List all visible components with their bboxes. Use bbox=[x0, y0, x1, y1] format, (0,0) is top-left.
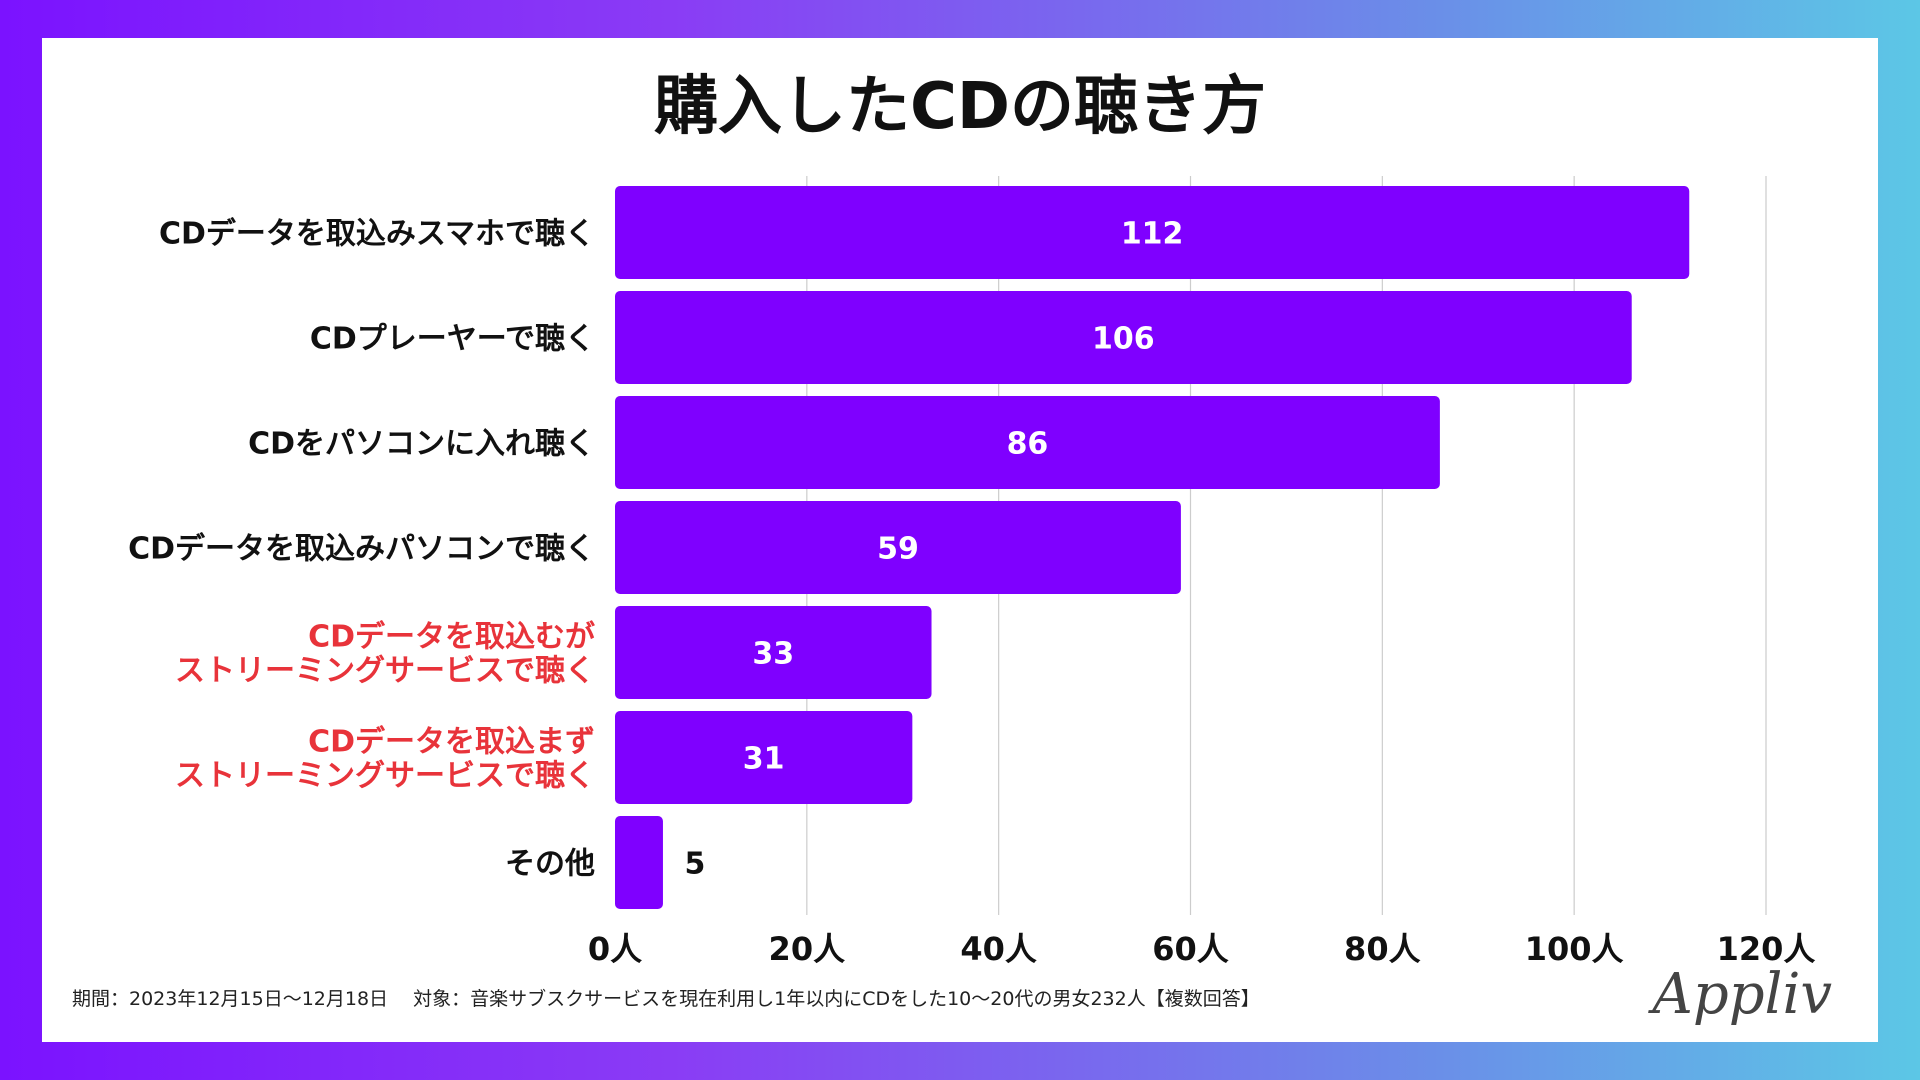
x-tick-label: 0人 bbox=[588, 930, 642, 968]
bar bbox=[615, 396, 1440, 489]
chart-title: 購入したCDの聴き方 bbox=[654, 70, 1266, 144]
x-tick-label: 60人 bbox=[1152, 930, 1229, 968]
bars: 112 106 86 59 33 31 5 bbox=[615, 186, 1690, 909]
chart-card: 購入したCDの聴き方 112 106 86 59 33 31 5 CDデータを取込みスマホで… bbox=[42, 38, 1878, 1042]
category-label: CDデータを取込むがストリーミングサービスで聴く bbox=[175, 620, 595, 689]
x-tick-label: 40人 bbox=[960, 930, 1037, 968]
x-tick-label: 120人 bbox=[1717, 930, 1816, 968]
footnote: 期間：2023年12月15日〜12月18日 対象：音楽サブスクサービスを現在利用… bbox=[72, 987, 1260, 1010]
bar-value-label: 33 bbox=[752, 637, 794, 672]
bar-value-label: 112 bbox=[1121, 217, 1184, 252]
bar-chart: 購入したCDの聴き方 112 106 86 59 33 31 5 CDデータを取込みスマホで… bbox=[72, 70, 1832, 1027]
category-labels: CDデータを取込みスマホで聴く CDプレーヤーで聴く CDをパソコンに入れ聴く CDデ… bbox=[128, 217, 595, 882]
category-label: CDデータを取込まずストリーミングサービスで聴く bbox=[175, 725, 595, 794]
x-tick-label: 20人 bbox=[769, 930, 846, 968]
bar-value-label: 86 bbox=[1007, 427, 1049, 462]
x-tick-label: 100人 bbox=[1525, 930, 1624, 968]
bar-value-label: 59 bbox=[877, 532, 919, 567]
applive-logo: Appliv bbox=[1647, 962, 1832, 1027]
bar bbox=[615, 816, 663, 909]
category-label: CDデータを取込みスマホで聴く bbox=[159, 217, 595, 252]
bar-value-label: 31 bbox=[743, 742, 785, 777]
bar bbox=[615, 291, 1632, 384]
category-label: CDをパソコンに入れ聴く bbox=[248, 427, 595, 462]
bar-value-label: 106 bbox=[1092, 322, 1155, 357]
category-label: その他 bbox=[505, 847, 595, 882]
bar bbox=[615, 501, 1181, 594]
x-tick-label: 80人 bbox=[1344, 930, 1421, 968]
bar bbox=[615, 711, 913, 804]
x-axis-ticks: 0人 20人 40人 60人 80人 100人 120人 bbox=[588, 930, 1816, 968]
bar bbox=[615, 606, 932, 699]
bar bbox=[615, 186, 1690, 279]
bar-value-label: 5 bbox=[685, 847, 706, 882]
category-label: CDデータを取込みパソコンで聴く bbox=[128, 532, 595, 567]
category-label: CDプレーヤーで聴く bbox=[310, 322, 595, 357]
